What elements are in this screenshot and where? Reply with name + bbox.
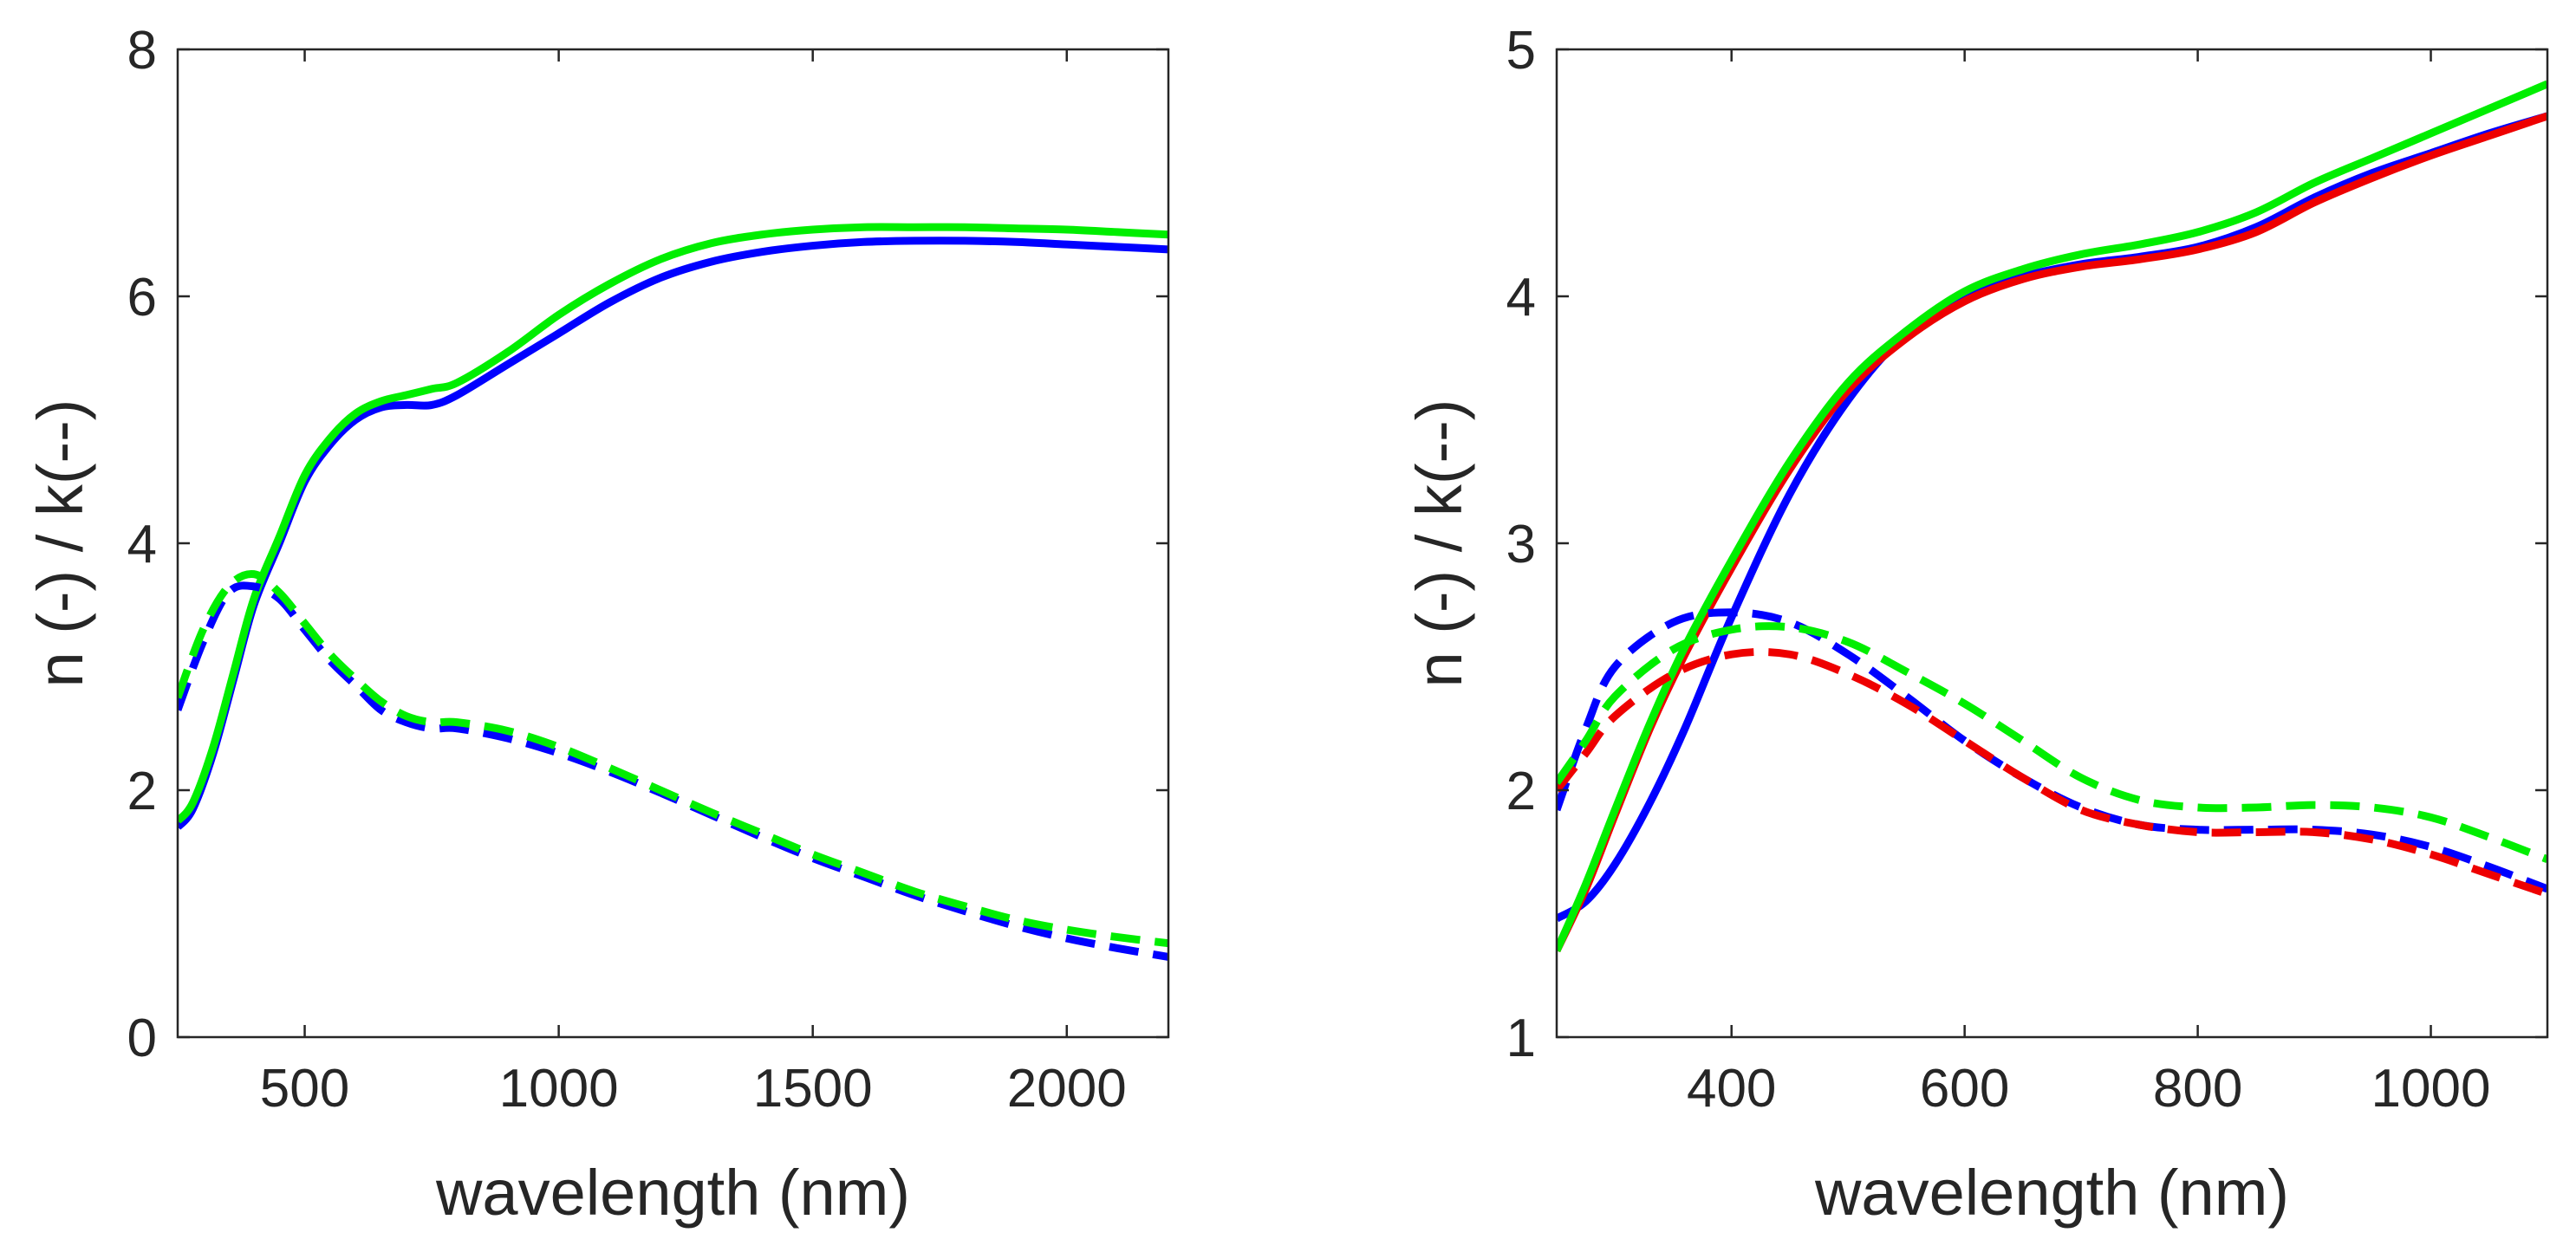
left-series-n-green-line: [178, 223, 1168, 824]
right-y-tick-label: 2: [1506, 762, 1536, 821]
left-x-axis-label: wavelength (nm): [435, 1157, 910, 1229]
right-x-axis-label: wavelength (nm): [1814, 1157, 2289, 1229]
right-x-tick-label: 600: [1920, 1059, 2009, 1119]
right-x-tick-label: 1000: [2371, 1059, 2491, 1119]
right-y-tick-label: 3: [1506, 515, 1536, 574]
right-series-group: [1557, 80, 2547, 953]
right-y-tick-label: 5: [1506, 21, 1536, 81]
right-y-tick-label: 4: [1506, 268, 1536, 328]
left-series-k-green-line: [178, 569, 1168, 948]
right-plot-frame: [1555, 48, 2549, 1039]
left-series-k-blue-line: [178, 581, 1168, 961]
left-x-tick-label: 1500: [753, 1059, 873, 1119]
left-x-tick-label: 500: [260, 1059, 349, 1119]
left-y-axis-label: n (-) / k(--): [24, 399, 96, 688]
right-series-k-green-line: [1557, 622, 2547, 864]
right-series-n-red-line: [1557, 112, 2547, 953]
left-y-tick-label: 0: [127, 1009, 157, 1068]
right-series-k-red-line: [1557, 647, 2547, 898]
left-y-tick-label: 8: [127, 21, 157, 81]
left-series-group: [178, 223, 1168, 961]
right-y-axis-label: n (-) / k(--): [1403, 399, 1475, 688]
right-chart-panel: 400 600 800 1000 1 2 3 4 5 wavelength (nm) n (-) /…: [1403, 21, 2549, 1229]
right-y-tick-label: 1: [1506, 1009, 1536, 1068]
left-series-n-blue-line: [178, 237, 1168, 830]
right-series-n-green-line: [1557, 80, 2547, 953]
left-y-tick-label: 4: [127, 515, 157, 574]
left-x-tick-label: 1000: [499, 1059, 619, 1119]
left-y-tick-label: 2: [127, 762, 157, 821]
right-x-tick-label: 800: [2153, 1059, 2242, 1119]
left-x-tick-label: 2000: [1007, 1059, 1127, 1119]
right-series-n-blue-line: [1557, 112, 2547, 923]
left-plot-frame: [176, 48, 1170, 1039]
left-y-tick-label: 6: [127, 268, 157, 328]
left-chart-panel: 500 1000 1500 2000 0 2 4 6 8 wavelength (nm) n (-)…: [24, 21, 1170, 1229]
right-x-tick-label: 400: [1687, 1059, 1776, 1119]
